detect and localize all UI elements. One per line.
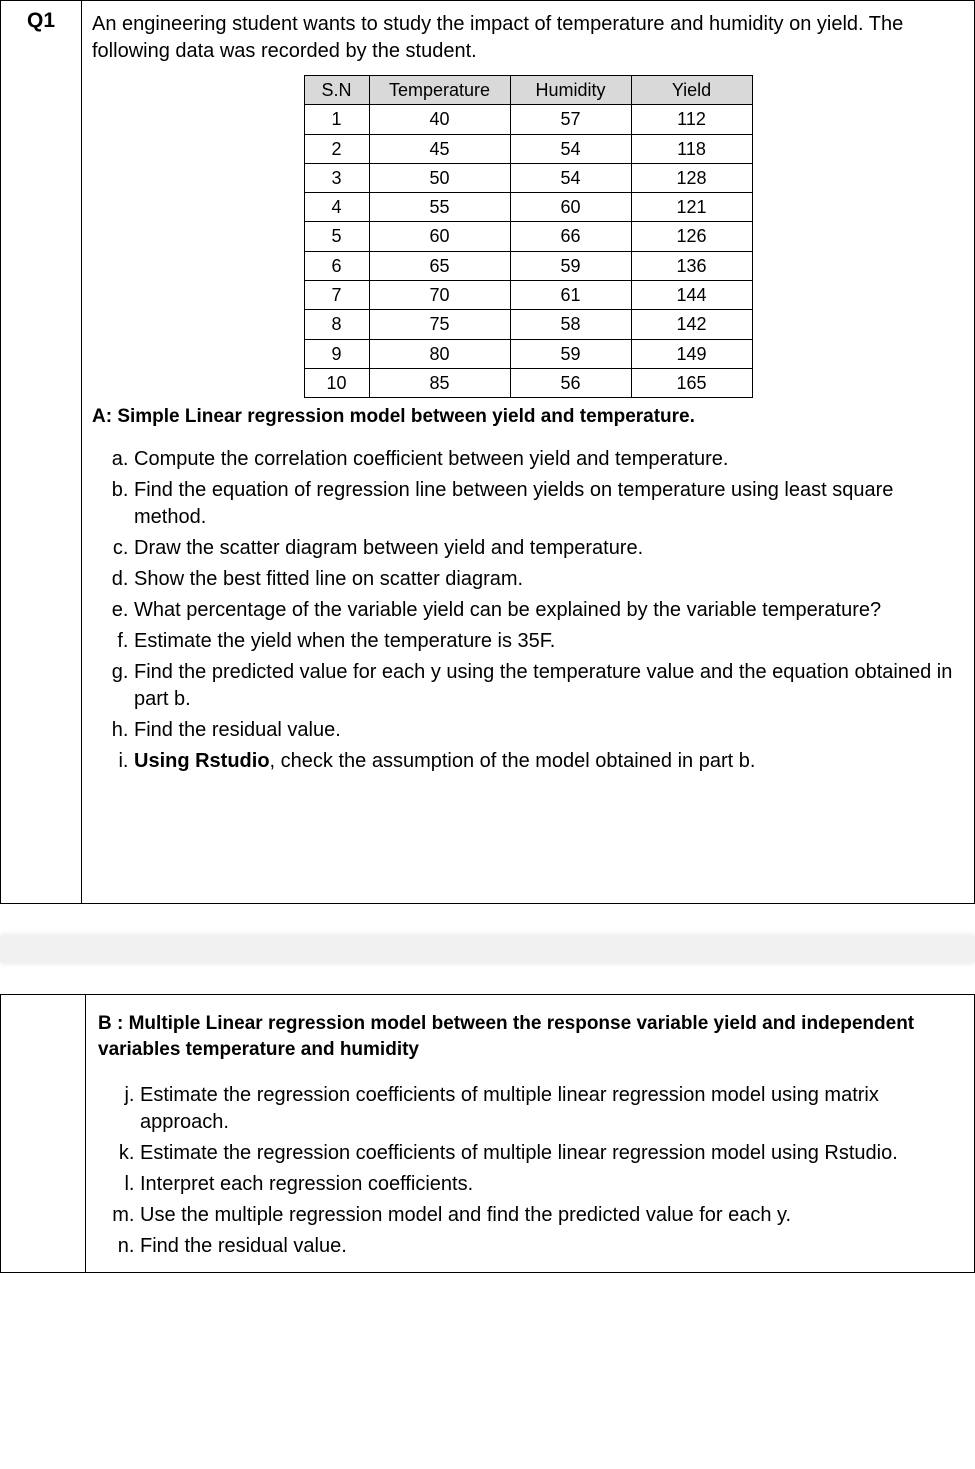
page-break — [0, 904, 975, 994]
question-frame-bottom: B : Multiple Linear regression model bet… — [0, 994, 975, 1273]
question-number: Q1 — [27, 9, 55, 32]
col-yield: Yield — [631, 76, 752, 105]
part-n: Find the residual value. — [140, 1231, 962, 1262]
section-a-heading: A: Simple Linear regression model betwee… — [92, 404, 964, 430]
table-row: 14057112 — [304, 105, 752, 134]
part-k: Estimate the regression coefficients of … — [140, 1138, 962, 1169]
table-row: 56066126 — [304, 222, 752, 251]
question-number-cell-2 — [1, 994, 86, 1272]
part-b: Find the equation of regression line bet… — [134, 475, 964, 533]
whitespace — [92, 777, 964, 897]
question-frame-top: Q1 An engineering student wants to study… — [0, 0, 975, 904]
table-row: 77061144 — [304, 281, 752, 310]
parts-list-a: Compute the correlation coefficient betw… — [92, 444, 964, 777]
question-content-cell: An engineering student wants to study th… — [82, 1, 975, 904]
table-row: 45560121 — [304, 193, 752, 222]
table-header-row: S.N Temperature Humidity Yield — [304, 76, 752, 105]
part-d: Show the best fitted line on scatter dia… — [134, 564, 964, 595]
data-table: S.N Temperature Humidity Yield 14057112 … — [304, 75, 753, 398]
table-row: 35054128 — [304, 163, 752, 192]
part-i: Using Rstudio, check the assumption of t… — [134, 746, 964, 777]
part-i-bold: Using Rstudio — [134, 750, 270, 772]
part-g: Find the predicted value for each y usin… — [134, 657, 964, 715]
table-body: 14057112 24554118 35054128 45560121 5606… — [304, 105, 752, 398]
section-b-heading: B : Multiple Linear regression model bet… — [98, 1011, 962, 1062]
part-f: Estimate the yield when the temperature … — [134, 626, 964, 657]
col-sn: S.N — [304, 76, 369, 105]
parts-list-b: Estimate the regression coefficients of … — [98, 1080, 962, 1262]
col-hum: Humidity — [510, 76, 631, 105]
part-c: Draw the scatter diagram between yield a… — [134, 533, 964, 564]
part-a: Compute the correlation coefficient betw… — [134, 444, 964, 475]
part-h: Find the residual value. — [134, 715, 964, 746]
part-e: What percentage of the variable yield ca… — [134, 595, 964, 626]
table-row: 98059149 — [304, 339, 752, 368]
part-m: Use the multiple regression model and fi… — [140, 1200, 962, 1231]
question-intro: An engineering student wants to study th… — [92, 11, 964, 65]
question-content-cell-2: B : Multiple Linear regression model bet… — [86, 994, 975, 1272]
part-l: Interpret each regression coefficients. — [140, 1169, 962, 1200]
part-i-rest: , check the assumption of the model obta… — [270, 750, 756, 772]
table-row: 87558142 — [304, 310, 752, 339]
col-temp: Temperature — [369, 76, 510, 105]
table-row: 66559136 — [304, 251, 752, 280]
table-row: 108556165 — [304, 368, 752, 397]
table-row: 24554118 — [304, 134, 752, 163]
part-j: Estimate the regression coefficients of … — [140, 1080, 962, 1138]
question-number-cell: Q1 — [1, 1, 82, 904]
